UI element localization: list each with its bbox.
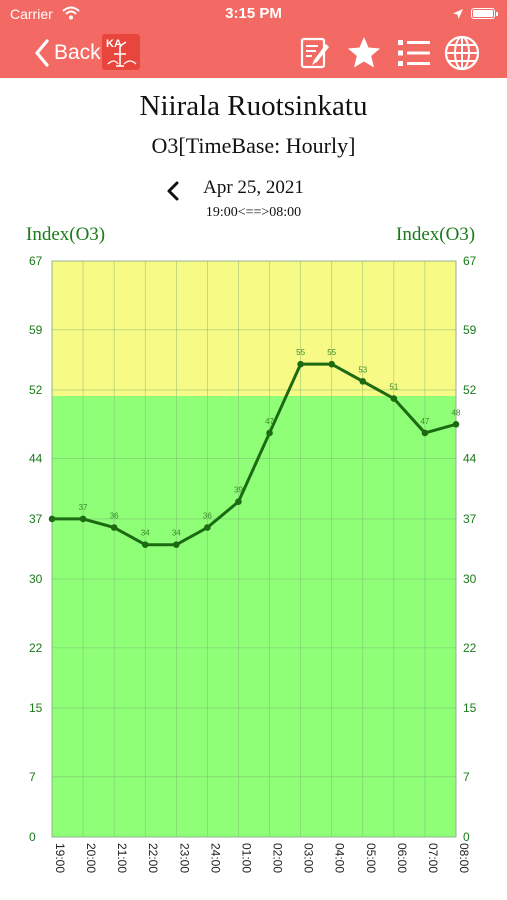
data-point-7 bbox=[266, 429, 273, 437]
y-tick-label-left-4: 30 bbox=[29, 572, 43, 586]
data-point-13 bbox=[452, 421, 460, 428]
y-tick-label-left-0: 0 bbox=[29, 830, 36, 844]
data-point-10 bbox=[359, 378, 367, 385]
navigation-bar: Back KA bbox=[0, 28, 507, 78]
list-icon[interactable] bbox=[395, 34, 433, 72]
carrier-label: Carrier bbox=[10, 6, 53, 22]
data-label-1: 37 bbox=[79, 503, 88, 512]
data-label-3: 34 bbox=[141, 529, 150, 538]
previous-day-button[interactable] bbox=[160, 177, 186, 205]
back-label: Back bbox=[54, 41, 101, 64]
y-axis-label-right: Index(O3) bbox=[396, 224, 476, 245]
chart-band-0 bbox=[52, 395, 456, 837]
data-point-3 bbox=[141, 541, 149, 549]
y-tick-label-left-2: 15 bbox=[29, 701, 43, 715]
data-point-4 bbox=[173, 541, 180, 549]
y-tick-label-right-9: 67 bbox=[463, 254, 477, 268]
y-tick-label-right-8: 59 bbox=[463, 323, 477, 337]
app-logo-text: KA bbox=[106, 38, 122, 50]
x-tick-label-2: 21:00 bbox=[115, 843, 129, 873]
status-bar: Carrier 3:15 PM bbox=[0, 0, 507, 28]
x-tick-label-3: 22:00 bbox=[146, 843, 160, 873]
y-tick-label-right-4: 30 bbox=[463, 572, 477, 586]
data-label-10: 53 bbox=[358, 365, 367, 374]
y-tick-label-left-5: 37 bbox=[29, 512, 43, 526]
data-label-7: 47 bbox=[265, 417, 274, 426]
star-icon[interactable] bbox=[345, 34, 383, 72]
app-logo: KA bbox=[100, 32, 142, 72]
data-label-6: 39 bbox=[234, 486, 243, 495]
back-button[interactable]: Back bbox=[34, 36, 101, 70]
y-tick-label-right-6: 44 bbox=[463, 452, 477, 466]
data-point-8 bbox=[297, 360, 304, 368]
data-label-5: 36 bbox=[203, 512, 212, 521]
data-point-1 bbox=[79, 515, 87, 523]
y-tick-label-left-7: 52 bbox=[29, 383, 43, 397]
y-tick-label-right-3: 22 bbox=[463, 641, 477, 655]
x-tick-label-12: 07:00 bbox=[426, 843, 440, 873]
x-tick-label-0: 19:00 bbox=[53, 843, 67, 873]
x-tick-label-1: 20:00 bbox=[84, 843, 98, 873]
y-tick-label-left-1: 7 bbox=[29, 770, 36, 784]
data-label-12: 47 bbox=[420, 417, 429, 426]
y-tick-label-left-8: 59 bbox=[29, 323, 43, 337]
y-tick-label-left-6: 44 bbox=[29, 452, 43, 466]
data-point-5 bbox=[204, 524, 211, 531]
data-label-4: 34 bbox=[172, 529, 181, 538]
data-label-11: 51 bbox=[389, 383, 398, 392]
plot-border bbox=[51, 260, 457, 838]
y-tick-label-left-9: 67 bbox=[29, 254, 43, 268]
x-tick-label-6: 01:00 bbox=[239, 843, 253, 873]
battery-icon bbox=[471, 8, 498, 19]
data-label-9: 55 bbox=[327, 348, 336, 357]
x-tick-label-13: 08:00 bbox=[457, 843, 471, 873]
x-tick-label-8: 03:00 bbox=[302, 843, 316, 873]
y-axis-label-left: Index(O3) bbox=[26, 224, 106, 245]
wifi-icon bbox=[62, 6, 80, 25]
x-tick-label-5: 24:00 bbox=[208, 843, 222, 873]
status-time: 3:15 PM bbox=[225, 5, 282, 22]
date-navigator: Apr 25, 2021 bbox=[0, 177, 507, 203]
chart-band-1 bbox=[52, 261, 456, 396]
data-point-6 bbox=[235, 498, 242, 506]
chevron-left-icon bbox=[167, 181, 179, 201]
x-tick-label-7: 02:00 bbox=[271, 843, 285, 873]
chevron-left-icon bbox=[35, 39, 49, 67]
y-tick-label-left-3: 22 bbox=[29, 641, 43, 655]
time-range: 19:00<==>08:00 bbox=[205, 205, 302, 220]
data-point-11 bbox=[390, 395, 398, 402]
data-point-0 bbox=[48, 515, 56, 523]
y-tick-label-right-1: 7 bbox=[463, 770, 470, 784]
series-line-0 bbox=[52, 362, 457, 547]
globe-icon[interactable] bbox=[443, 34, 481, 72]
data-label-8: 55 bbox=[296, 348, 305, 357]
edit-icon[interactable] bbox=[296, 34, 334, 72]
y-tick-label-right-0: 0 bbox=[463, 830, 470, 844]
pollutant-subtitle: O3[TimeBase: Hourly] bbox=[151, 133, 356, 158]
data-point-9 bbox=[328, 360, 335, 368]
x-tick-label-10: 05:00 bbox=[364, 843, 378, 873]
date-label: Apr 25, 2021 bbox=[203, 177, 304, 198]
station-title: Niirala Ruotsinkatu bbox=[139, 90, 368, 122]
data-label-13: 48 bbox=[452, 408, 461, 417]
x-tick-label-4: 23:00 bbox=[177, 843, 191, 873]
location-arrow-icon bbox=[452, 7, 464, 25]
x-tick-label-11: 06:00 bbox=[395, 843, 409, 873]
y-tick-label-right-7: 52 bbox=[463, 383, 477, 397]
x-tick-label-9: 04:00 bbox=[333, 843, 347, 873]
y-tick-label-right-5: 37 bbox=[463, 512, 477, 526]
data-label-2: 36 bbox=[110, 512, 119, 521]
data-point-2 bbox=[110, 524, 118, 531]
y-tick-label-right-2: 15 bbox=[463, 701, 477, 715]
data-point-12 bbox=[421, 429, 429, 437]
